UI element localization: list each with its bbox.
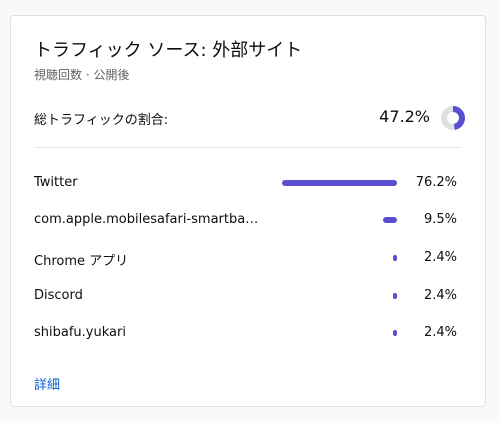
total-traffic-donut-icon bbox=[441, 106, 465, 130]
source-label: shibafu.yukari bbox=[34, 325, 126, 340]
source-bar-track bbox=[282, 180, 397, 186]
source-row-shibafu-yukari: shibafu.yukari 2.4% bbox=[34, 325, 457, 345]
source-value: 76.2% bbox=[415, 175, 457, 190]
source-bar bbox=[393, 330, 397, 336]
source-bar-track bbox=[282, 217, 397, 223]
divider bbox=[34, 147, 462, 148]
source-bar bbox=[382, 217, 397, 223]
source-bar-track bbox=[282, 330, 397, 336]
source-label: Twitter bbox=[34, 175, 78, 190]
card-subtitle: 視聴回数 · 公開後 bbox=[34, 68, 130, 82]
source-value: 2.4% bbox=[423, 325, 457, 340]
details-link[interactable]: 詳細 bbox=[34, 378, 61, 393]
source-row-mobilesafari: com.apple.mobilesafari-smartbanner 9.5% bbox=[34, 212, 457, 232]
source-label: com.apple.mobilesafari-smartbanner bbox=[34, 212, 259, 227]
source-row-chrome-app: Chrome アプリ 2.4% bbox=[34, 250, 457, 270]
source-row-discord: Discord 2.4% bbox=[34, 288, 457, 308]
source-label: Chrome アプリ bbox=[34, 254, 129, 269]
source-value: 9.5% bbox=[423, 212, 457, 227]
traffic-source-card: トラフィック ソース: 外部サイト 視聴回数 · 公開後 総トラフィックの割合:… bbox=[10, 15, 486, 407]
source-bar-track bbox=[282, 255, 397, 261]
source-value: 2.4% bbox=[423, 250, 457, 265]
source-label: Discord bbox=[34, 288, 83, 303]
source-row-twitter: Twitter 76.2% bbox=[34, 175, 457, 195]
source-bar bbox=[393, 293, 397, 299]
source-bar bbox=[393, 255, 397, 261]
source-bar bbox=[282, 180, 397, 186]
donut-fill bbox=[441, 106, 465, 130]
card-title: トラフィック ソース: 外部サイト bbox=[34, 40, 303, 61]
source-bar-track bbox=[282, 293, 397, 299]
total-traffic-label: 総トラフィックの割合: bbox=[34, 113, 169, 128]
source-value: 2.4% bbox=[423, 288, 457, 303]
total-traffic-value: 47.2% bbox=[379, 107, 430, 126]
